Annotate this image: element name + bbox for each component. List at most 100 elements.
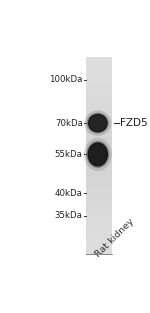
Bar <box>86 86 112 88</box>
Bar <box>86 151 112 152</box>
Bar <box>86 133 112 134</box>
Bar <box>86 189 112 190</box>
Bar <box>86 95 112 96</box>
Bar <box>86 195 112 197</box>
Bar <box>86 62 112 64</box>
Bar <box>86 106 112 108</box>
Bar <box>86 192 112 193</box>
Bar <box>86 59 112 60</box>
Bar <box>86 93 112 95</box>
Bar <box>86 128 112 129</box>
Text: Rat kidney: Rat kidney <box>94 217 136 259</box>
Bar <box>86 68 112 70</box>
Bar <box>86 98 112 100</box>
Bar <box>86 149 112 151</box>
Bar <box>86 67 112 68</box>
Bar <box>86 208 112 210</box>
Bar <box>86 241 112 243</box>
Bar <box>86 126 112 128</box>
Bar <box>86 190 112 192</box>
Bar <box>86 213 112 215</box>
Ellipse shape <box>88 143 107 166</box>
Bar <box>86 123 112 124</box>
Bar <box>86 77 112 78</box>
Bar <box>86 203 112 205</box>
Bar <box>86 193 112 195</box>
Bar <box>86 205 112 207</box>
Bar <box>86 218 112 220</box>
Bar <box>86 111 112 113</box>
Ellipse shape <box>87 113 108 133</box>
Bar <box>86 60 112 62</box>
Bar <box>86 246 112 248</box>
Bar <box>86 162 112 164</box>
Bar <box>86 207 112 208</box>
Bar <box>86 231 112 233</box>
Bar <box>86 118 112 120</box>
Bar <box>86 180 112 182</box>
Bar <box>86 253 112 254</box>
Bar <box>86 96 112 98</box>
Bar <box>86 184 112 185</box>
Bar <box>86 167 112 169</box>
Bar <box>86 238 112 240</box>
Text: 35kDa: 35kDa <box>55 211 83 220</box>
Bar <box>86 85 112 86</box>
Bar <box>86 134 112 136</box>
Ellipse shape <box>89 115 107 132</box>
Ellipse shape <box>85 111 111 135</box>
Bar <box>86 228 112 230</box>
Bar <box>86 164 112 166</box>
Bar <box>86 139 112 141</box>
Bar <box>86 182 112 184</box>
Bar <box>86 105 112 106</box>
Bar <box>86 202 112 203</box>
Bar <box>86 136 112 137</box>
Bar <box>86 161 112 162</box>
Bar <box>86 144 112 146</box>
Text: FZD5: FZD5 <box>120 118 147 128</box>
Bar <box>86 154 112 156</box>
Bar <box>86 236 112 238</box>
Bar <box>86 65 112 67</box>
Bar <box>86 225 112 227</box>
Bar <box>86 103 112 105</box>
Bar <box>86 90 112 91</box>
Bar <box>86 187 112 189</box>
Bar <box>86 57 112 59</box>
Bar <box>86 146 112 147</box>
Bar <box>86 172 112 174</box>
Bar <box>86 179 112 180</box>
Ellipse shape <box>84 138 111 171</box>
Bar <box>86 121 112 123</box>
Text: 40kDa: 40kDa <box>55 188 83 198</box>
Bar <box>86 198 112 200</box>
Bar <box>86 185 112 187</box>
Text: 100kDa: 100kDa <box>49 75 83 84</box>
Bar <box>86 243 112 244</box>
Bar <box>86 217 112 218</box>
Bar <box>86 64 112 65</box>
Bar <box>86 100 112 101</box>
Bar <box>86 210 112 212</box>
Bar <box>86 70 112 72</box>
Bar <box>86 212 112 213</box>
Bar <box>86 156 112 157</box>
Bar <box>86 223 112 225</box>
Bar <box>86 248 112 249</box>
Bar <box>86 75 112 77</box>
Bar <box>86 120 112 121</box>
Bar <box>86 152 112 154</box>
Bar <box>86 83 112 85</box>
Bar <box>86 251 112 253</box>
Bar <box>86 227 112 228</box>
Bar <box>86 142 112 144</box>
Bar <box>86 91 112 93</box>
Bar <box>86 215 112 217</box>
Bar <box>86 116 112 118</box>
Bar <box>86 129 112 131</box>
Bar <box>86 222 112 223</box>
Bar <box>86 141 112 142</box>
Bar <box>86 235 112 236</box>
Bar <box>86 177 112 179</box>
